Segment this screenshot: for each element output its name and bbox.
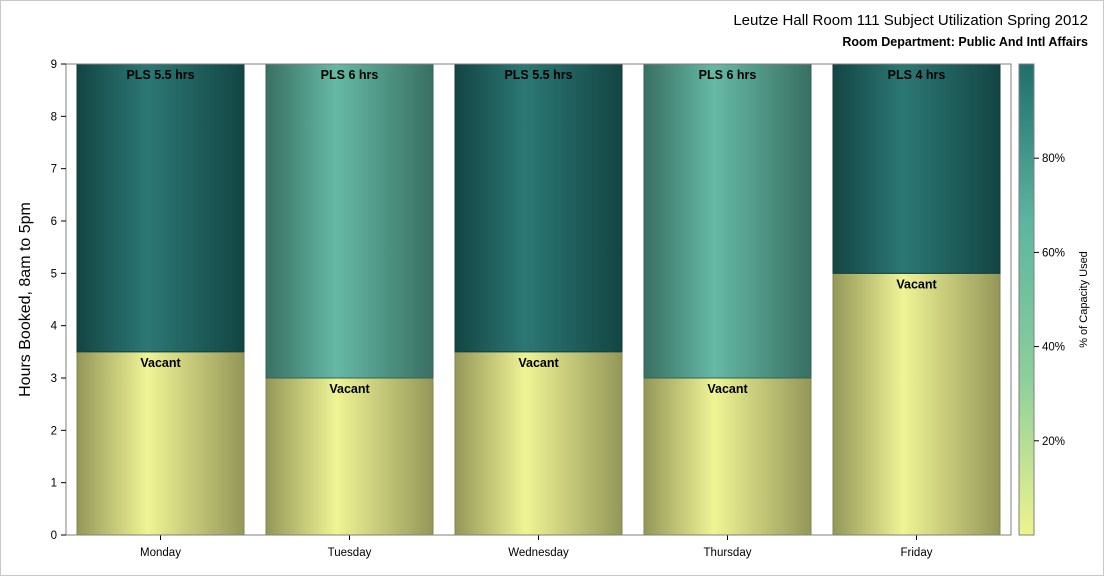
bar-segment-pls-tuesday	[265, 63, 434, 379]
x-tick-label: Wednesday	[508, 547, 569, 559]
y-tick-label: 2	[51, 425, 57, 437]
colorbar-title: % of Capacity Used	[1078, 251, 1090, 348]
y-tick-label: 7	[51, 164, 57, 176]
bar-segment-pls-friday	[832, 63, 1001, 274]
segment-label: Vacant	[329, 382, 370, 396]
segment-label: PLS 6 hrs	[321, 68, 379, 82]
bar-segment-pls-thursday	[643, 63, 812, 379]
x-tick-label: Friday	[901, 547, 933, 559]
chart-subtitle: Room Department: Public And Intl Affairs	[842, 35, 1088, 49]
bar-segment-vacant-wednesday	[454, 351, 623, 536]
segment-label: Vacant	[707, 382, 748, 396]
bar-segment-pls-wednesday	[454, 63, 623, 353]
y-tick-label: 1	[51, 478, 57, 490]
y-tick-label: 9	[51, 59, 57, 71]
y-tick-label: 4	[51, 321, 58, 333]
bar-segment-vacant-friday	[832, 272, 1001, 536]
x-tick-label: Tuesday	[328, 547, 372, 559]
segment-label: PLS 6 hrs	[699, 68, 757, 82]
segment-label: PLS 5.5 hrs	[126, 68, 194, 82]
chart-title: Leutze Hall Room 111 Subject Utilization…	[733, 12, 1088, 29]
axes: Monday Tuesday Wednesday Thursday Friday 0 1 2 3…	[17, 59, 1012, 559]
bar-segment-vacant-monday	[76, 351, 245, 536]
colorbar-legend: 20% 40% 60% 80% % of Capacity Used	[1018, 63, 1090, 536]
segment-label: Vacant	[140, 356, 181, 370]
y-tick-label: 5	[51, 268, 57, 280]
x-tick-label: Thursday	[704, 547, 752, 559]
plot-area: Vacant PLS 5.5 hrs Vacant PLS 6 hrs Vacant PL…	[76, 63, 1001, 536]
segment-label: PLS 5.5 hrs	[504, 68, 572, 82]
segment-label: Vacant	[896, 277, 937, 291]
segment-label: PLS 4 hrs	[888, 68, 946, 82]
bar-segment-vacant-thursday	[643, 377, 812, 536]
plot-border	[65, 63, 1012, 536]
colorbar-tick-label: 20%	[1042, 436, 1065, 448]
x-tick-label: Monday	[140, 547, 181, 559]
y-tick-label: 8	[51, 111, 57, 123]
colorbar-tick-label: 40%	[1042, 342, 1065, 354]
y-tick-label: 6	[51, 216, 57, 228]
colorbar-tick-label: 80%	[1042, 153, 1065, 165]
y-tick-label: 0	[51, 530, 57, 542]
y-axis-title: Hours Booked, 8am to 5pm	[17, 202, 34, 397]
colorbar-tick-label: 60%	[1042, 247, 1065, 259]
segment-label: Vacant	[518, 356, 559, 370]
y-tick-label: 3	[51, 373, 57, 385]
bar-segment-pls-monday	[76, 63, 245, 353]
bar-segment-vacant-tuesday	[265, 377, 434, 536]
colorbar	[1018, 63, 1035, 536]
